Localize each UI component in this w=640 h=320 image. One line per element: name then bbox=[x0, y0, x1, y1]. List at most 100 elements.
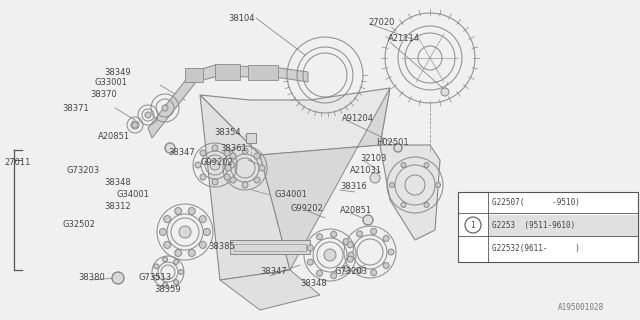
Text: 27020: 27020 bbox=[368, 18, 394, 27]
Polygon shape bbox=[380, 145, 440, 240]
Circle shape bbox=[175, 249, 182, 256]
Circle shape bbox=[165, 143, 175, 153]
Bar bbox=[185, 68, 203, 82]
Text: G73203: G73203 bbox=[66, 165, 99, 174]
Circle shape bbox=[348, 242, 353, 248]
Text: 38385: 38385 bbox=[208, 242, 235, 251]
Circle shape bbox=[199, 216, 206, 223]
Circle shape bbox=[173, 259, 179, 264]
Polygon shape bbox=[200, 95, 290, 280]
Circle shape bbox=[254, 153, 260, 159]
Circle shape bbox=[465, 217, 481, 233]
Circle shape bbox=[204, 228, 211, 236]
Text: 38316: 38316 bbox=[340, 181, 367, 190]
Circle shape bbox=[212, 145, 218, 151]
Bar bbox=[246, 133, 256, 143]
Circle shape bbox=[229, 162, 235, 168]
Circle shape bbox=[179, 269, 184, 275]
Circle shape bbox=[307, 259, 313, 265]
Circle shape bbox=[388, 249, 394, 255]
Circle shape bbox=[145, 112, 151, 118]
Circle shape bbox=[363, 215, 373, 225]
Text: 32103: 32103 bbox=[360, 154, 387, 163]
Circle shape bbox=[254, 177, 260, 183]
Circle shape bbox=[371, 270, 377, 276]
Text: G33001: G33001 bbox=[94, 77, 127, 86]
Circle shape bbox=[441, 88, 449, 96]
Circle shape bbox=[210, 160, 220, 170]
Text: G73203: G73203 bbox=[334, 268, 367, 276]
Text: 38104: 38104 bbox=[228, 13, 255, 22]
Bar bbox=[234, 244, 306, 251]
Circle shape bbox=[383, 236, 389, 242]
Circle shape bbox=[164, 241, 171, 248]
Circle shape bbox=[132, 122, 138, 128]
Polygon shape bbox=[260, 88, 390, 270]
Circle shape bbox=[230, 177, 236, 183]
Circle shape bbox=[173, 280, 179, 285]
Circle shape bbox=[199, 241, 206, 248]
Circle shape bbox=[259, 165, 265, 171]
Text: 38312: 38312 bbox=[104, 202, 131, 211]
Text: H02501: H02501 bbox=[376, 138, 408, 147]
Circle shape bbox=[307, 245, 313, 251]
Text: 38361: 38361 bbox=[220, 143, 247, 153]
Circle shape bbox=[179, 226, 191, 238]
Text: A20851: A20851 bbox=[340, 205, 372, 214]
Text: 38370: 38370 bbox=[90, 90, 116, 99]
Circle shape bbox=[343, 238, 349, 244]
Text: G73513: G73513 bbox=[138, 274, 171, 283]
Circle shape bbox=[224, 174, 230, 180]
Text: A91204: A91204 bbox=[342, 114, 374, 123]
Circle shape bbox=[188, 249, 195, 256]
Circle shape bbox=[317, 234, 323, 240]
Circle shape bbox=[224, 150, 230, 156]
Circle shape bbox=[200, 174, 206, 180]
Circle shape bbox=[163, 257, 168, 262]
Circle shape bbox=[154, 264, 159, 269]
Circle shape bbox=[188, 208, 195, 215]
Circle shape bbox=[154, 275, 159, 280]
Circle shape bbox=[212, 179, 218, 185]
Text: A20851: A20851 bbox=[98, 132, 130, 140]
Text: 38347: 38347 bbox=[260, 268, 287, 276]
Text: 38348: 38348 bbox=[104, 178, 131, 187]
Text: G22507(      -9510): G22507( -9510) bbox=[492, 197, 580, 206]
Text: A195001028: A195001028 bbox=[558, 303, 604, 313]
Bar bbox=[488, 215, 638, 237]
Circle shape bbox=[356, 267, 362, 273]
Circle shape bbox=[348, 252, 354, 258]
Circle shape bbox=[324, 249, 336, 261]
Text: 27011: 27011 bbox=[4, 157, 30, 166]
Circle shape bbox=[394, 144, 402, 152]
Polygon shape bbox=[200, 88, 390, 155]
Text: G32502: G32502 bbox=[62, 220, 95, 228]
Circle shape bbox=[112, 272, 124, 284]
Text: G34001: G34001 bbox=[274, 189, 307, 198]
Text: G99202: G99202 bbox=[290, 204, 323, 212]
Circle shape bbox=[195, 162, 201, 168]
Circle shape bbox=[242, 182, 248, 188]
Text: 38371: 38371 bbox=[62, 103, 89, 113]
Bar bbox=[458, 192, 638, 262]
Circle shape bbox=[242, 148, 248, 154]
Circle shape bbox=[175, 208, 182, 215]
Circle shape bbox=[317, 270, 323, 276]
Circle shape bbox=[383, 262, 389, 268]
Text: 38349: 38349 bbox=[104, 68, 131, 76]
Circle shape bbox=[162, 105, 168, 111]
Text: G34001: G34001 bbox=[116, 189, 149, 198]
Circle shape bbox=[163, 282, 168, 287]
Text: 1: 1 bbox=[470, 220, 476, 229]
Circle shape bbox=[343, 266, 349, 271]
Circle shape bbox=[225, 165, 231, 171]
Circle shape bbox=[230, 153, 236, 159]
Bar bbox=[248, 65, 278, 80]
Circle shape bbox=[435, 182, 440, 188]
Polygon shape bbox=[148, 65, 308, 138]
Circle shape bbox=[371, 228, 377, 234]
Text: 38359: 38359 bbox=[154, 285, 180, 294]
Circle shape bbox=[331, 231, 337, 237]
Text: 38347: 38347 bbox=[168, 148, 195, 156]
Circle shape bbox=[390, 182, 394, 188]
